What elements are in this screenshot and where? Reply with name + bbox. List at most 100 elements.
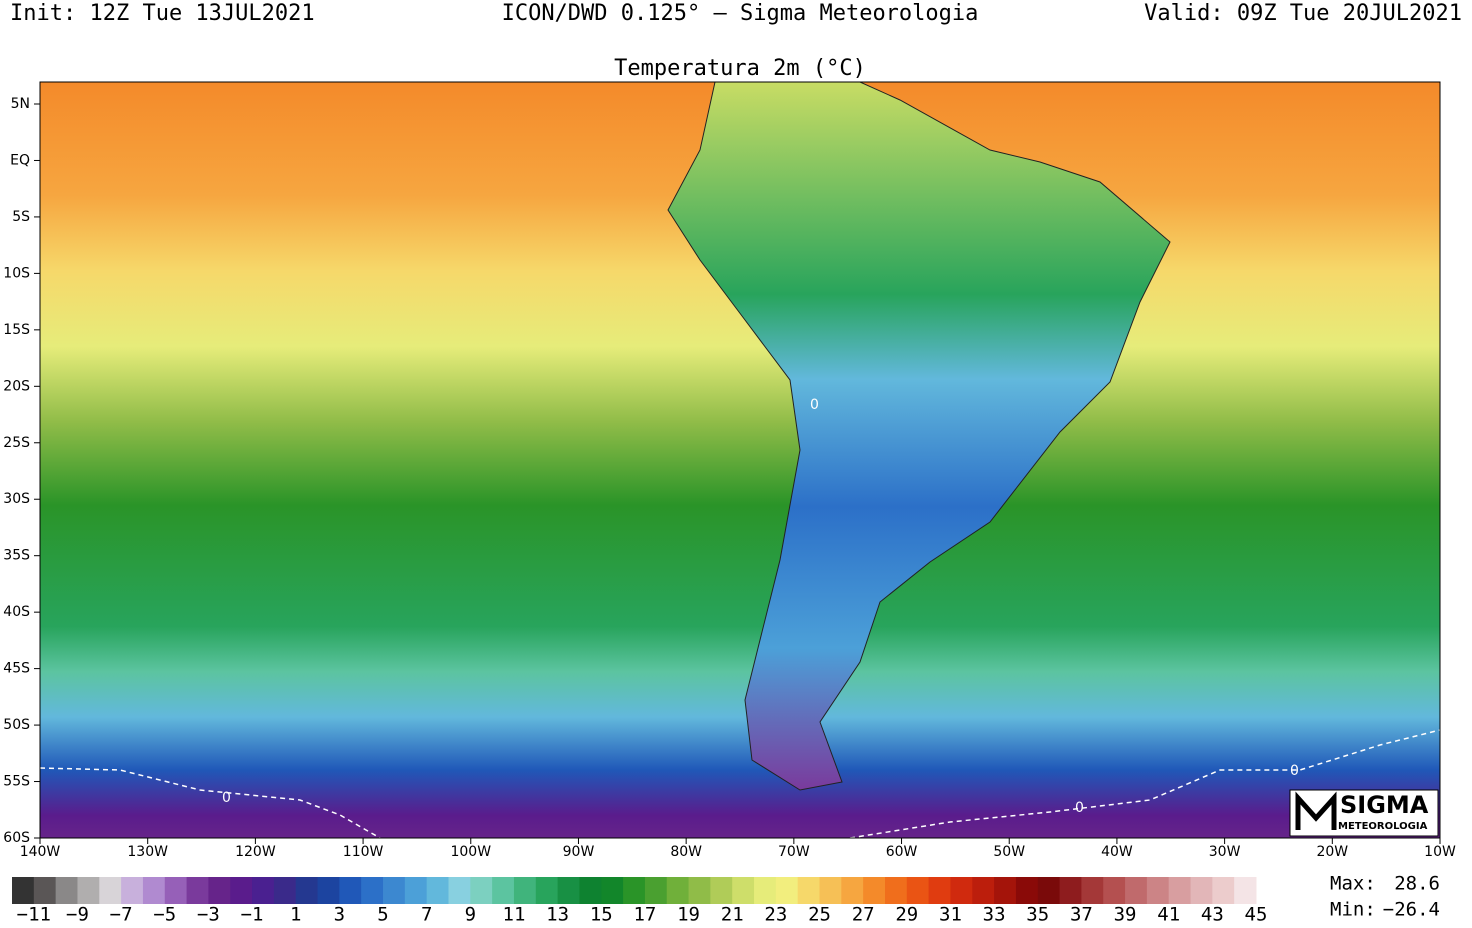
color-swatch (33, 877, 57, 904)
lat-label: 55S (3, 774, 30, 790)
color-swatch (1059, 877, 1082, 904)
color-swatch (513, 877, 537, 904)
color-swatch (252, 877, 275, 904)
colorbar-label: 11 (503, 904, 526, 925)
model-name: ICON/DWD 0.125° – Sigma Meteorologia (502, 1, 979, 26)
color-swatch (601, 877, 624, 904)
lon-label: 100W (450, 844, 491, 860)
max-label: Max: (1330, 873, 1376, 895)
lat-label: 5S (12, 209, 30, 225)
color-swatch (164, 877, 188, 904)
colorbar-label: 37 (1070, 904, 1093, 925)
color-swatch (688, 877, 711, 904)
color-swatch (884, 877, 908, 904)
color-swatch (448, 877, 471, 904)
zero-contour (39, 767, 381, 839)
lon-label: 60W (886, 844, 918, 860)
lat-label: 35S (3, 548, 30, 564)
lon-label: 90W (563, 844, 595, 860)
colorbar-label: 21 (721, 904, 744, 925)
contour-label: 0 (810, 397, 819, 413)
color-swatch (383, 877, 406, 904)
color-swatch (557, 877, 580, 904)
color-swatch (1190, 877, 1213, 904)
colorbar-label: 41 (1157, 904, 1180, 925)
color-swatch (1168, 877, 1192, 904)
color-swatch (1234, 877, 1257, 904)
contour-label: 0 (1290, 763, 1299, 779)
colorbar-label: 43 (1201, 904, 1224, 925)
colorbar-label: 7 (421, 904, 432, 925)
color-swatch (273, 877, 297, 904)
lon-label: 120W (235, 844, 276, 860)
colorbar-label: 15 (590, 904, 613, 925)
color-swatch (1081, 877, 1104, 904)
color-swatch (950, 877, 973, 904)
zero-contour (849, 729, 1441, 839)
lon-label: 50W (993, 844, 1025, 860)
color-swatch (186, 877, 209, 904)
color-swatch (339, 877, 362, 904)
color-swatch (1146, 877, 1170, 904)
lon-label: 80W (670, 844, 702, 860)
lat-label: 15S (3, 322, 30, 338)
lat-label: 60S (3, 830, 30, 846)
map: 0 0 0 0 SIGMA METEOROLOGIA (39, 81, 1441, 839)
colorbar-label: 45 (1245, 904, 1268, 925)
valid-time: Valid: 09Z Tue 20JUL2021 (1144, 1, 1462, 26)
color-swatch (470, 877, 493, 904)
lat-label: 10S (3, 265, 30, 281)
color-swatch (928, 877, 951, 904)
color-swatch (535, 877, 559, 904)
colorbar-label: 5 (377, 904, 388, 925)
color-swatch (317, 877, 340, 904)
color-swatch (121, 877, 144, 904)
color-swatch (361, 877, 384, 904)
lat-label: 40S (3, 604, 30, 620)
colorbar-label: 31 (939, 904, 962, 925)
lon-label: 10W (1424, 844, 1456, 860)
lat-label: EQ (10, 152, 30, 168)
logo-sub: METEOROLOGIA (1338, 821, 1428, 832)
logo-name: SIGMA (1340, 791, 1429, 819)
color-swatch (404, 877, 428, 904)
colorbar-label: −3 (197, 904, 220, 925)
lat-label: 45S (3, 661, 30, 677)
color-swatch (754, 877, 777, 904)
color-swatch (972, 877, 995, 904)
color-swatch (863, 877, 886, 904)
max-value: 28.6 (1394, 873, 1440, 895)
color-swatch (208, 877, 231, 904)
color-swatch (710, 877, 733, 904)
color-swatch (1212, 877, 1235, 904)
map-title: Temperatura 2m (°C) (614, 56, 866, 81)
init-time: Init: 12Z Tue 13JUL2021 (10, 1, 315, 26)
colorbar-label: −9 (66, 904, 89, 925)
color-swatch (55, 877, 78, 904)
colorbar-label: 25 (808, 904, 831, 925)
lat-label: 30S (3, 491, 30, 507)
color-swatch (1125, 877, 1148, 904)
map-frame (39, 81, 1441, 839)
lon-label: 30W (1209, 844, 1241, 860)
contour-label: 0 (1075, 800, 1084, 816)
color-swatch (579, 877, 602, 904)
color-swatch (426, 877, 449, 904)
lon-label: 40W (1101, 844, 1133, 860)
min-label: Min: (1330, 899, 1376, 921)
color-swatch (1037, 877, 1061, 904)
lat-label: 5N (11, 96, 30, 112)
color-swatch (775, 877, 799, 904)
colorbar-label: 3 (334, 904, 345, 925)
contour-label: 0 (222, 790, 231, 806)
colorbar: −11 −9 −7 −5 −3 −1 1 3 5 7 9 11 13 15 17 19 21 23 25 27 29 31… (12, 877, 1268, 926)
colorbar-label: 27 (852, 904, 875, 925)
color-swatch (644, 877, 668, 904)
color-swatch (295, 877, 319, 904)
color-swatch (492, 877, 515, 904)
colorbar-label: 17 (633, 904, 656, 925)
colorbar-label: −7 (110, 904, 133, 925)
color-swatch (666, 877, 690, 904)
colorbar-label: 23 (764, 904, 787, 925)
colorbar-label: 35 (1026, 904, 1049, 925)
